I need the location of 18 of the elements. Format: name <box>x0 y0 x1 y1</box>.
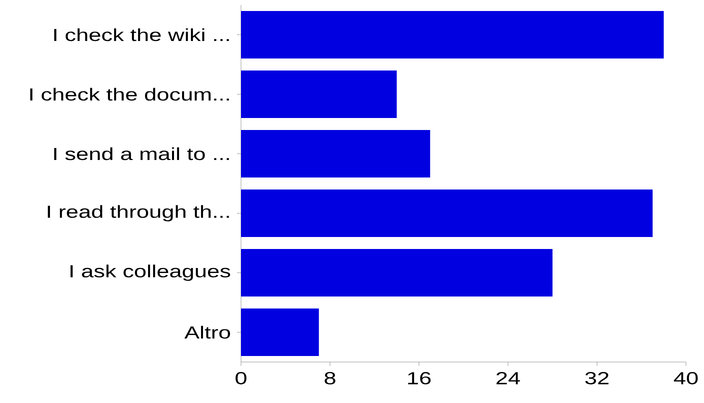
x-tick-label: 40 <box>674 372 698 384</box>
x-tick-label: 24 <box>496 372 520 384</box>
y-tick-label: I send a mail to ... <box>54 147 229 160</box>
bar <box>241 70 397 118</box>
y-tick-label: Altro <box>184 326 230 339</box>
x-tick-label: 8 <box>324 372 336 384</box>
y-tick-label: I check the wiki ... <box>54 28 229 42</box>
x-tick-label: 16 <box>408 372 431 384</box>
x-tick-label: 32 <box>585 372 608 384</box>
bar <box>241 10 664 59</box>
bar <box>241 189 653 238</box>
x-tick-label: 0 <box>236 372 246 384</box>
y-tick-label: I ask colleagues <box>70 264 230 281</box>
bar <box>241 308 319 356</box>
y-tick-label: I read through th... <box>48 205 229 222</box>
bar <box>241 130 430 178</box>
y-tick-label: I check the docum... <box>30 88 229 101</box>
bar <box>241 248 553 297</box>
